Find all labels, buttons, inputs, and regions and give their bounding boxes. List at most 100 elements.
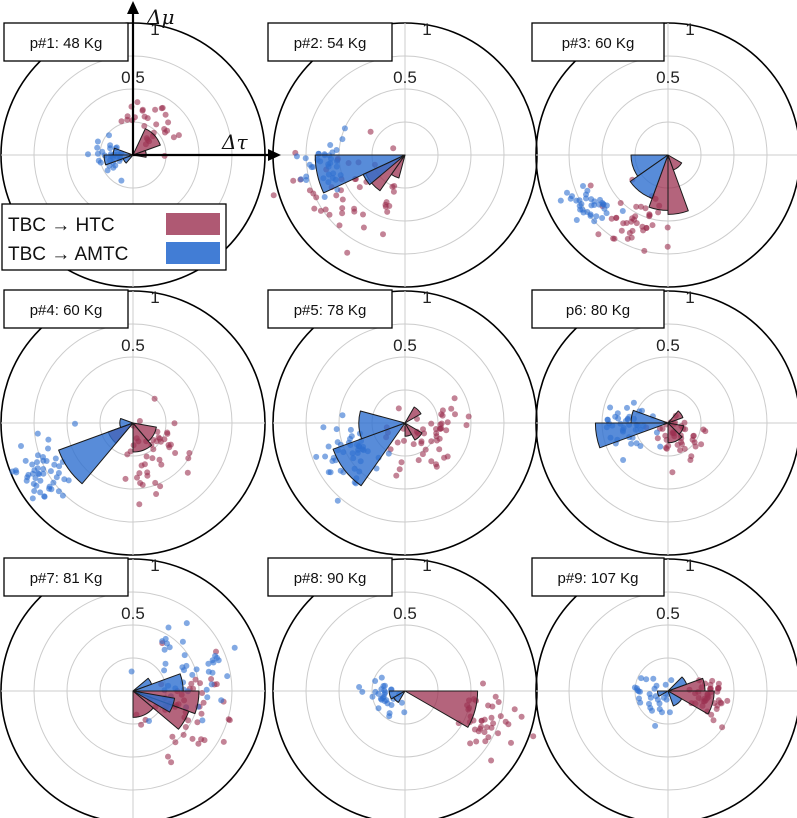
htc-scatter-point bbox=[172, 739, 179, 746]
polar-panel: 0.5 1 p#8: 90 Kg bbox=[267, 556, 538, 818]
panel-title: p#1: 48 Kg bbox=[30, 35, 103, 52]
htc-scatter-point bbox=[149, 455, 156, 462]
legend-swatch-amtc bbox=[166, 242, 220, 264]
amtc-scatter-point bbox=[85, 151, 91, 158]
amtc-scatter-point bbox=[584, 187, 591, 194]
amtc-scatter-point bbox=[181, 652, 188, 659]
amtc-scatter-point bbox=[614, 410, 621, 417]
amtc-scatter-point bbox=[161, 667, 168, 674]
htc-scatter-point bbox=[152, 106, 159, 113]
htc-scatter-point bbox=[433, 437, 440, 444]
htc-rose-wedge bbox=[132, 128, 161, 156]
htc-scatter-point bbox=[164, 429, 171, 436]
htc-rose-wedge bbox=[667, 154, 683, 171]
htc-scatter-point bbox=[481, 729, 488, 736]
htc-scatter-point bbox=[162, 111, 169, 118]
amtc-scatter-point bbox=[587, 211, 594, 218]
htc-scatter-point bbox=[640, 227, 647, 234]
amtc-rose-wedge bbox=[122, 154, 134, 164]
htc-scatter-point bbox=[608, 215, 615, 222]
htc-scatter-point bbox=[682, 426, 689, 433]
amtc-rose-wedge bbox=[629, 154, 669, 199]
htc-scatter-point bbox=[587, 182, 594, 189]
ring-label-1: 1 bbox=[422, 556, 431, 575]
htc-scatter-point bbox=[138, 462, 145, 469]
amtc-scatter-point bbox=[619, 208, 626, 214]
htc-rose-wedge bbox=[132, 422, 153, 453]
amtc-scatter-point bbox=[375, 690, 382, 697]
amtc-scatter-point bbox=[329, 149, 336, 156]
htc-scatter-point bbox=[322, 206, 329, 213]
amtc-scatter-point bbox=[35, 452, 41, 459]
htc-scatter-point bbox=[192, 676, 199, 683]
htc-scatter-point bbox=[518, 713, 525, 720]
htc-scatter-point bbox=[143, 453, 150, 460]
htc-scatter-point bbox=[633, 203, 640, 210]
htc-scatter-point bbox=[530, 733, 537, 740]
htc-scatter-point bbox=[153, 438, 160, 445]
htc-scatter-point bbox=[665, 442, 672, 449]
htc-scatter-point bbox=[339, 205, 346, 212]
amtc-rose-wedge bbox=[132, 677, 153, 692]
amtc-scatter-point bbox=[356, 684, 363, 690]
htc-scatter-point bbox=[719, 724, 726, 731]
amtc-scatter-point bbox=[375, 705, 382, 712]
htc-scatter-point bbox=[495, 699, 502, 705]
amtc-scatter-point bbox=[162, 660, 169, 667]
amtc-scatter-point bbox=[372, 678, 379, 684]
ring-label-1: 1 bbox=[150, 288, 159, 307]
htc-scatter-point bbox=[617, 200, 624, 206]
htc-scatter-point bbox=[495, 730, 501, 737]
panel-title-box bbox=[531, 557, 665, 597]
amtc-scatter-point bbox=[106, 132, 112, 139]
ring-label-0.5: 0.5 bbox=[393, 68, 417, 87]
amtc-scatter-point bbox=[162, 635, 169, 642]
htc-scatter-point bbox=[443, 427, 450, 434]
amtc-scatter-point bbox=[615, 415, 622, 422]
htc-scatter-point bbox=[428, 458, 435, 465]
ring-label-0.5: 0.5 bbox=[656, 604, 680, 623]
htc-scatter-point bbox=[439, 407, 446, 414]
htc-scatter-point bbox=[161, 436, 168, 443]
htc-scatter-point bbox=[488, 757, 495, 764]
legend-label-amtc: TBC → AMTC bbox=[8, 244, 128, 265]
panel-title: p#4: 60 Kg bbox=[30, 302, 103, 319]
htc-scatter-point bbox=[134, 99, 141, 106]
htc-scatter-point bbox=[220, 738, 227, 745]
htc-scatter-point bbox=[481, 716, 488, 723]
amtc-scatter-point bbox=[320, 424, 327, 431]
amtc-rose-wedge bbox=[656, 690, 669, 697]
amtc-rose-wedge bbox=[630, 409, 669, 424]
htc-scatter-point bbox=[195, 740, 202, 747]
htc-scatter-point bbox=[664, 243, 671, 250]
amtc-rose-wedge bbox=[132, 690, 176, 713]
htc-rose-wedge bbox=[404, 690, 479, 728]
amtc-scatter-point bbox=[193, 666, 200, 673]
panel-title-box bbox=[3, 557, 129, 597]
amtc-scatter-point bbox=[218, 697, 225, 704]
amtc-scatter-point bbox=[325, 443, 332, 450]
htc-scatter-point bbox=[649, 222, 656, 229]
htc-rose-wedge bbox=[404, 422, 423, 441]
polar-panel: 0.5 1 p#3: 60 Kg bbox=[531, 20, 797, 288]
htc-scatter-point bbox=[482, 738, 489, 745]
amtc-scatter-point bbox=[591, 198, 598, 205]
htc-scatter-point bbox=[655, 209, 662, 216]
panels-layer: 0.5 1 p#1: 48 Kg 0.5 1 p#2: 54 Kg 0.5 1 p#3: 60 … bbox=[0, 20, 797, 818]
delta-tau-axis-label: Δτ bbox=[221, 130, 248, 154]
amtc-scatter-point bbox=[118, 177, 125, 184]
amtc-scatter-point bbox=[359, 688, 366, 695]
amtc-scatter-point bbox=[339, 136, 346, 143]
amtc-rose-wedge bbox=[58, 422, 134, 485]
htc-scatter-point bbox=[465, 413, 472, 420]
htc-scatter-point bbox=[151, 395, 158, 402]
amtc-scatter-point bbox=[18, 443, 24, 449]
htc-scatter-point bbox=[118, 118, 125, 125]
amtc-scatter-point bbox=[638, 675, 645, 682]
legend-swatch-htc bbox=[166, 213, 220, 235]
htc-scatter-point bbox=[270, 192, 277, 199]
amtc-scatter-point bbox=[334, 186, 341, 193]
htc-scatter-point bbox=[595, 231, 602, 238]
htc-scatter-point bbox=[618, 227, 625, 234]
amtc-scatter-point bbox=[347, 426, 354, 433]
